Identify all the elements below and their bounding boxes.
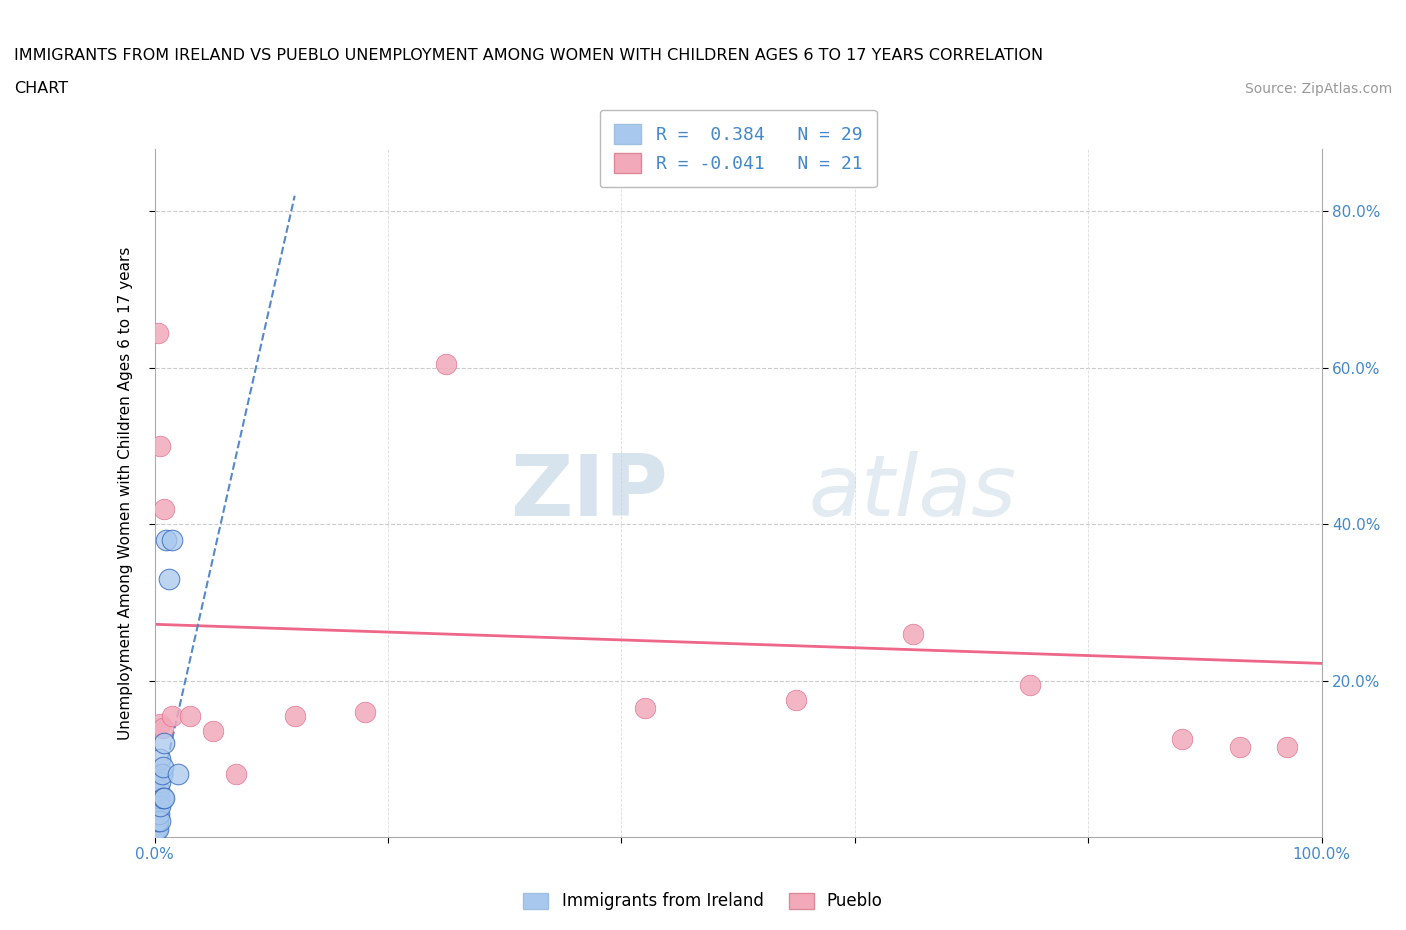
Point	[179, 709, 201, 724]
Point	[436, 356, 458, 371]
Point	[148, 790, 170, 805]
Point	[146, 814, 169, 829]
Point	[146, 822, 169, 837]
Point	[143, 790, 166, 805]
Point	[155, 532, 177, 547]
Point	[148, 806, 170, 821]
Point	[225, 767, 247, 782]
Point	[150, 767, 173, 782]
Point	[146, 767, 169, 782]
Point	[167, 767, 190, 782]
Point	[1018, 677, 1040, 692]
Point	[143, 814, 166, 829]
Point	[143, 822, 166, 837]
Point	[143, 783, 166, 798]
Point	[143, 775, 166, 790]
Point	[149, 814, 172, 829]
Point	[1275, 739, 1298, 754]
Point	[284, 709, 307, 724]
Point	[1170, 732, 1192, 747]
Y-axis label: Unemployment Among Women with Children Ages 6 to 17 years: Unemployment Among Women with Children A…	[118, 246, 134, 739]
Text: IMMIGRANTS FROM IRELAND VS PUEBLO UNEMPLOYMENT AMONG WOMEN WITH CHILDREN AGES 6 : IMMIGRANTS FROM IRELAND VS PUEBLO UNEMPL…	[14, 48, 1043, 63]
Point	[903, 626, 925, 641]
Point	[152, 759, 174, 774]
Legend: Immigrants from Ireland, Pueblo: Immigrants from Ireland, Pueblo	[516, 885, 890, 917]
Point	[153, 501, 176, 516]
Point	[785, 693, 807, 708]
Point	[143, 806, 166, 821]
Text: Source: ZipAtlas.com: Source: ZipAtlas.com	[1244, 82, 1392, 96]
Point	[148, 790, 170, 805]
Text: atlas: atlas	[808, 451, 1017, 535]
Point	[152, 790, 174, 805]
Point	[149, 751, 172, 766]
Point	[634, 700, 657, 715]
Point	[146, 326, 169, 340]
Point	[152, 720, 174, 735]
Point	[146, 822, 169, 837]
Point	[157, 571, 180, 587]
Point	[148, 783, 170, 798]
Point	[149, 439, 172, 454]
Point	[160, 532, 183, 547]
Point	[146, 814, 169, 829]
Point	[146, 790, 169, 805]
Text: CHART: CHART	[14, 81, 67, 96]
Point	[146, 806, 169, 821]
Point	[202, 724, 225, 738]
Text: ZIP: ZIP	[510, 451, 668, 535]
Legend: R =  0.384   N = 29, R = -0.041   N = 21: R = 0.384 N = 29, R = -0.041 N = 21	[599, 110, 877, 187]
Point	[149, 716, 172, 731]
Point	[160, 709, 183, 724]
Point	[1229, 739, 1251, 754]
Point	[153, 736, 176, 751]
Point	[149, 775, 172, 790]
Point	[153, 790, 176, 805]
Point	[146, 798, 169, 813]
Point	[353, 704, 375, 719]
Point	[149, 798, 172, 813]
